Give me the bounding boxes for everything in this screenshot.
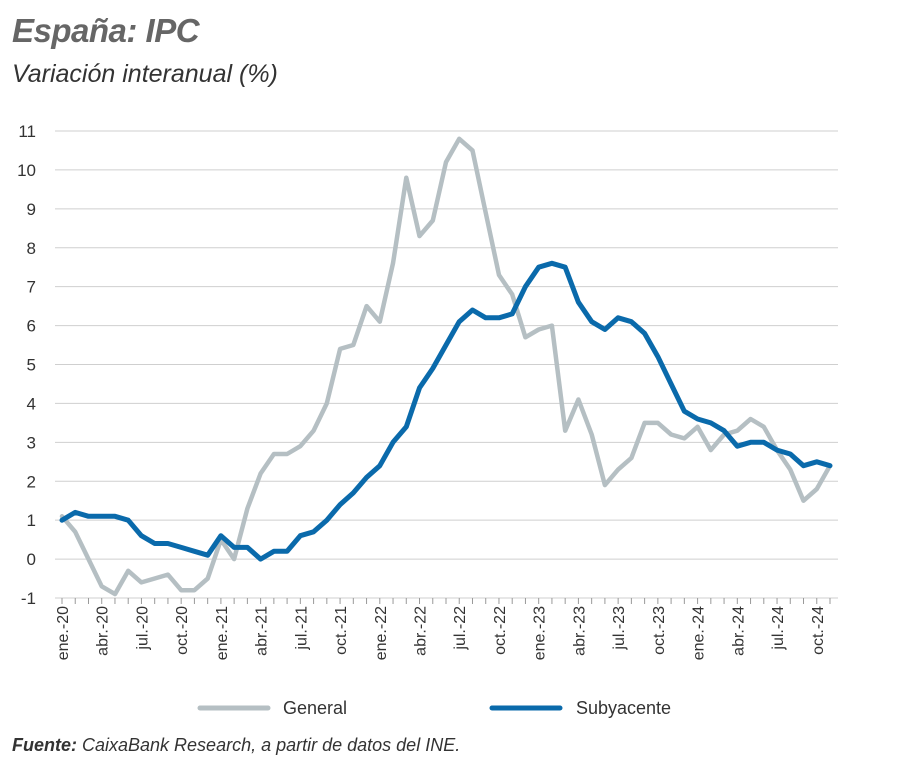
x-tick-label: jul.-20	[134, 606, 151, 651]
x-tick-label: ene.-21	[214, 606, 231, 660]
page-title: España: IPC	[12, 12, 200, 49]
legend-label-subyacente: Subyacente	[576, 698, 671, 718]
y-tick-label: 11	[18, 122, 36, 141]
y-tick-label: 8	[27, 239, 36, 258]
y-tick-label: 5	[27, 356, 36, 375]
y-tick-label: 4	[27, 394, 36, 413]
x-tick-label: ene.-22	[373, 606, 390, 660]
x-tick-label: jul.-21	[293, 606, 310, 651]
y-tick-label: -1	[21, 589, 36, 608]
x-tick-label: ene.-24	[691, 606, 708, 660]
y-tick-label: 2	[27, 472, 36, 491]
x-tick-label: oct.-22	[492, 606, 509, 655]
x-tick-label: jul.-23	[611, 606, 628, 651]
source-note: Fuente: CaixaBank Research, a partir de …	[12, 735, 460, 756]
y-tick-label: 3	[27, 433, 36, 452]
source-label: Fuente:	[12, 735, 77, 755]
x-tick-label: abr.-21	[254, 606, 271, 656]
x-tick-label: ene.-20	[55, 606, 72, 660]
x-tick-label: abr.-24	[730, 606, 747, 656]
y-tick-label: 7	[27, 278, 36, 297]
x-tick-label: abr.-20	[95, 606, 112, 656]
x-tick-label: oct.-21	[333, 606, 350, 655]
y-tick-label: 10	[17, 161, 36, 180]
series-line-general	[59, 136, 833, 597]
y-tick-label: 6	[27, 317, 36, 336]
chart-subtitle: Variación interanual (%)	[12, 60, 278, 88]
x-tick-label: abr.-22	[413, 606, 430, 656]
x-tick-label: oct.-20	[174, 606, 191, 655]
y-tick-label: 1	[27, 511, 36, 530]
x-tick-label: jul.-24	[770, 606, 787, 651]
x-tick-label: abr.-23	[571, 606, 588, 656]
x-tick-label: jul.-22	[452, 606, 469, 651]
series-line-subyacente	[59, 260, 833, 562]
x-tick-label: oct.-24	[810, 606, 827, 655]
legend-label-general: General	[283, 698, 347, 718]
y-tick-label: 0	[27, 550, 36, 569]
y-tick-label: 9	[27, 200, 36, 219]
x-tick-label: ene.-23	[532, 606, 549, 660]
x-tick-label: oct.-23	[651, 606, 668, 655]
source-text: CaixaBank Research, a partir de datos de…	[77, 735, 461, 755]
